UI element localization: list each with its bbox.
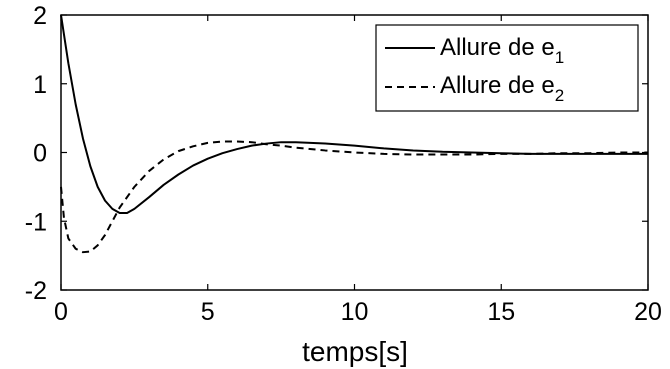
legend-label-e2: Allure de e2 — [440, 72, 564, 105]
x-tick-label: 0 — [54, 298, 68, 326]
series-line-e2 — [60, 140, 648, 254]
legend-box — [375, 24, 639, 112]
legend: Allure de e1 Allure de e2 — [375, 24, 639, 112]
y-tick-label: -1 — [25, 208, 47, 236]
y-tick-label: 1 — [33, 71, 47, 99]
series-line-e1 — [60, 14, 648, 214]
legend-label-e1: Allure de e1 — [440, 34, 564, 67]
x-axis-label: temps[s] — [302, 336, 408, 367]
x-tick-label: 5 — [201, 298, 215, 326]
y-tick-label: -2 — [25, 277, 47, 305]
series-layer — [60, 14, 648, 254]
y-tick-label: 0 — [33, 140, 47, 168]
y-tick-label: 2 — [33, 2, 47, 30]
x-tick-label: 20 — [634, 298, 662, 326]
x-tick-label: 15 — [487, 298, 515, 326]
x-tick-label: 10 — [341, 298, 369, 326]
ticks-layer: 0 5 10 15 20 -2 -1 0 1 2 — [25, 2, 662, 326]
